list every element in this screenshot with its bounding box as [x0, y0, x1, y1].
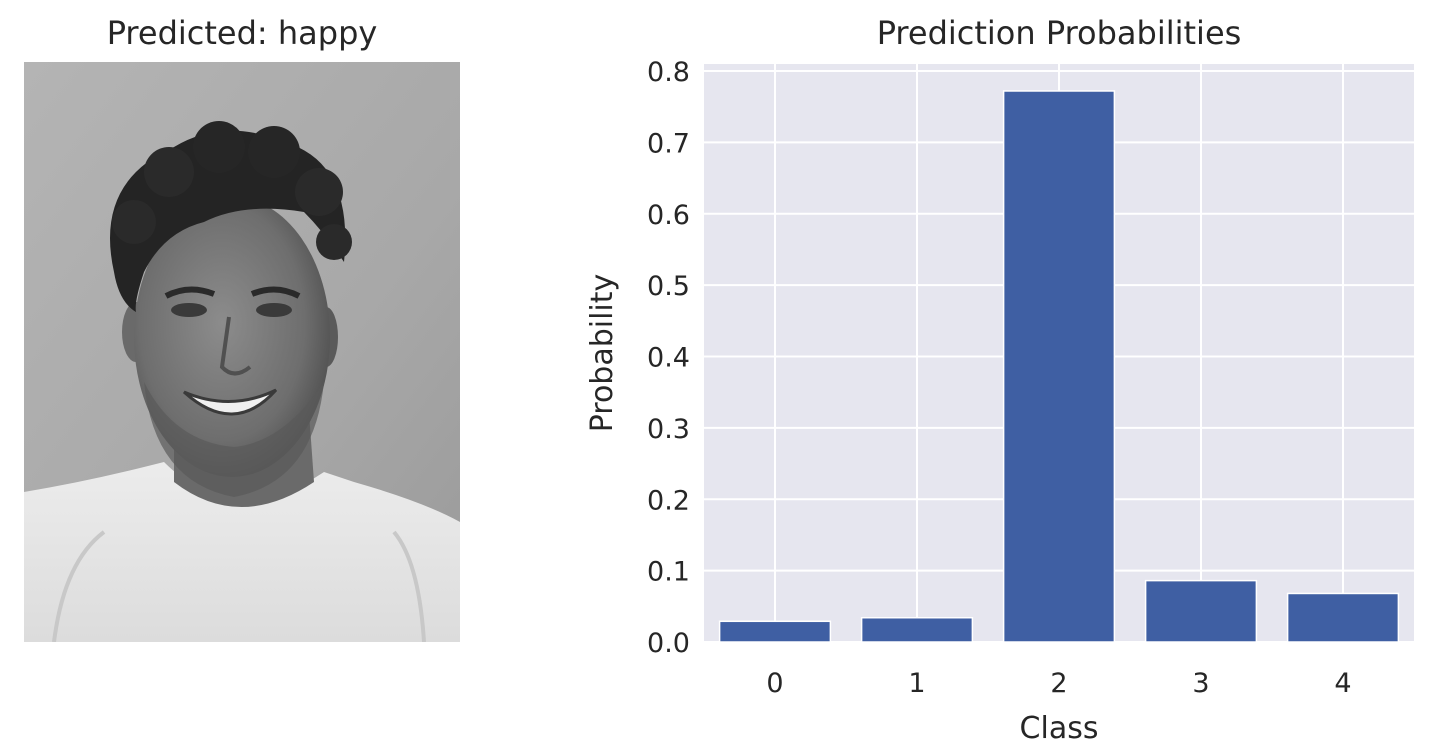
y-tick-label: 0.3	[647, 414, 690, 445]
bar-class-1	[860, 616, 974, 643]
bar-class-4	[1286, 592, 1400, 643]
y-tick-label: 0.0	[647, 628, 690, 659]
bar-class-0	[718, 620, 832, 643]
y-tick-label: 0.1	[647, 557, 690, 588]
y-tick-label: 0.5	[647, 271, 690, 302]
x-tick-label: 1	[908, 668, 925, 699]
y-ticks: 0.0 0.1 0.2 0.3 0.4 0.5 0.6 0.7 0.8	[647, 57, 690, 659]
y-tick-label: 0.8	[647, 57, 690, 88]
x-tick-label: 2	[1050, 668, 1067, 699]
y-tick-label: 0.7	[647, 128, 690, 159]
bar-class-3	[1144, 579, 1258, 643]
y-tick-label: 0.6	[647, 200, 690, 231]
x-tick-label: 4	[1334, 668, 1351, 699]
portrait-photo	[24, 62, 460, 642]
x-axis-label: Class	[1020, 711, 1099, 746]
y-tick-label: 0.4	[647, 343, 690, 374]
bar-class-2	[1002, 90, 1116, 643]
bars	[718, 90, 1400, 643]
x-ticks: 0 1 2 3 4	[766, 668, 1351, 699]
photo-title: Predicted: happy	[106, 14, 378, 52]
chart-title: Prediction Probabilities	[876, 14, 1242, 52]
x-tick-label: 3	[1192, 668, 1209, 699]
x-tick-label: 0	[766, 668, 783, 699]
y-tick-label: 0.2	[647, 485, 690, 516]
y-axis-label: Probability	[585, 274, 620, 433]
